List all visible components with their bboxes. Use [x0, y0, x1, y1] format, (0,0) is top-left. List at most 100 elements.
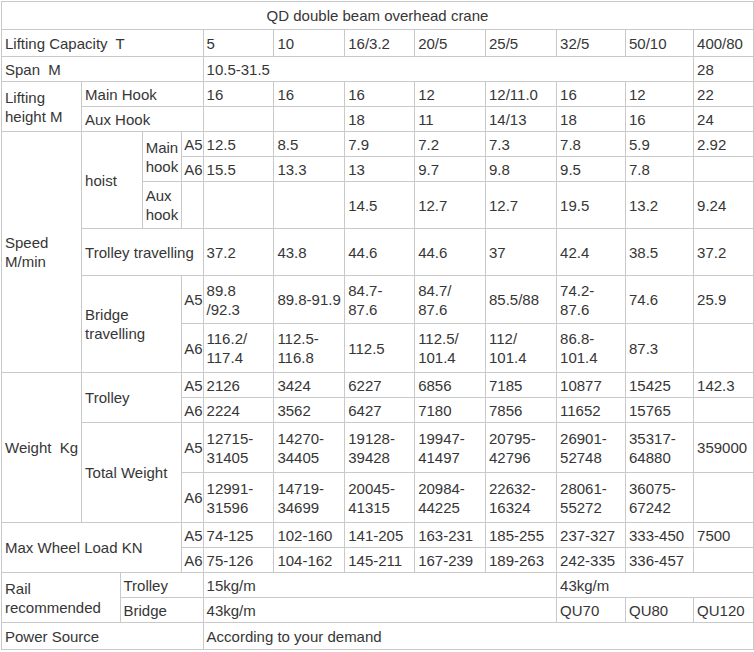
data-cell: 11652	[557, 398, 626, 423]
data-cell: 18	[345, 107, 415, 132]
data-cell: 7.2	[415, 132, 486, 157]
data-cell: 12991- 31596	[203, 473, 274, 523]
row-label-weight: Weight Kg	[2, 373, 82, 523]
grade-cell: A5	[182, 523, 203, 548]
data-cell: 36075- 67242	[626, 473, 694, 523]
data-cell: 13.3	[274, 157, 345, 182]
data-cell: 185-255	[485, 523, 556, 548]
data-cell: 42.4	[557, 229, 626, 276]
data-cell: 25/5	[485, 30, 556, 57]
data-cell: 102-160	[274, 523, 345, 548]
sub-label-main-hook: Main Hook	[82, 82, 203, 107]
data-cell: 112.5	[345, 324, 415, 373]
grade-cell: A5	[182, 373, 203, 398]
grade-cell	[182, 182, 203, 229]
data-cell: 12715- 31405	[203, 423, 274, 473]
data-cell: 28	[694, 57, 754, 82]
sub-label-trolley-travelling: Trolley travelling	[82, 229, 203, 276]
data-cell: QU120	[694, 598, 754, 623]
data-cell: 242-335	[557, 548, 626, 573]
data-cell: 89.8-91.9	[274, 276, 345, 324]
data-cell: 25.9	[694, 276, 754, 324]
data-cell: 74-125	[203, 523, 274, 548]
data-cell: 16	[203, 82, 274, 107]
data-cell	[694, 473, 754, 523]
grade-cell: A6	[182, 157, 203, 182]
grade-cell: A6	[182, 548, 203, 573]
power-source-row: Power Source According to your demand	[2, 623, 754, 650]
data-cell	[274, 182, 345, 229]
data-cell: 22	[694, 82, 754, 107]
data-cell: 14/13	[485, 107, 556, 132]
data-cell: 237-327	[557, 523, 626, 548]
data-cell: 6856	[415, 373, 486, 398]
data-cell	[274, 107, 345, 132]
data-cell: 15kg/m	[203, 573, 557, 598]
data-cell: 14270- 34405	[274, 423, 345, 473]
data-cell: 15765	[626, 398, 694, 423]
sub-label-trolley: Trolley	[82, 373, 182, 423]
data-cell	[694, 324, 754, 373]
data-cell: 16	[557, 82, 626, 107]
row-label-max-wheel-load: Max Wheel Load KN	[2, 523, 182, 573]
data-cell: 9.5	[557, 157, 626, 182]
data-cell: 7.9	[345, 132, 415, 157]
data-cell: 50/10	[626, 30, 694, 57]
data-cell: 22632- 16324	[485, 473, 556, 523]
max-wheel-load-a5-row: Max Wheel Load KN A5 74-125 102-160 141-…	[2, 523, 754, 548]
data-cell: 12.7	[485, 182, 556, 229]
data-cell: 7185	[485, 373, 556, 398]
table-title: QD double beam overhead crane	[2, 2, 754, 30]
data-cell: 20045- 41315	[345, 473, 415, 523]
data-cell: 74.6	[626, 276, 694, 324]
data-cell: 163-231	[415, 523, 486, 548]
lifting-height-aux-row: Aux Hook 18 11 14/13 18 16 24	[2, 107, 754, 132]
data-cell: 15425	[626, 373, 694, 398]
data-cell: 18	[557, 107, 626, 132]
data-cell: 19.5	[557, 182, 626, 229]
data-cell: 14719- 34699	[274, 473, 345, 523]
sub-label-aux-hook: Aux hook	[142, 182, 182, 229]
grade-cell: A6	[182, 398, 203, 423]
data-cell: 75-126	[203, 548, 274, 573]
sub-label-bridge-travelling: Bridge travelling	[82, 276, 182, 373]
data-cell: 12	[415, 82, 486, 107]
grade-cell: A5	[182, 276, 203, 324]
data-cell: 20984- 44225	[415, 473, 486, 523]
data-cell: 6427	[345, 398, 415, 423]
data-cell: 333-450	[626, 523, 694, 548]
data-cell: 84.7-87.6	[345, 276, 415, 324]
data-cell: 12/11.0	[485, 82, 556, 107]
data-cell: 141-205	[345, 523, 415, 548]
data-cell: 5.9	[626, 132, 694, 157]
data-cell: 359000	[694, 423, 754, 473]
speed-bridge-a5-row: Bridge travelling A5 89.8 /92.3 89.8-91.…	[2, 276, 754, 324]
data-cell: 16	[345, 82, 415, 107]
row-label-power-source: Power Source	[2, 623, 204, 650]
data-cell: 84.7/ 87.6	[415, 276, 486, 324]
data-cell: 20795- 42796	[485, 423, 556, 473]
speed-trolley-travelling-row: Trolley travelling 37.2 43.8 44.6 44.6 3…	[2, 229, 754, 276]
row-label-rail-recommended: Rail recommended	[2, 573, 121, 623]
data-cell	[203, 107, 274, 132]
data-cell: 16	[626, 107, 694, 132]
grade-cell: A6	[182, 324, 203, 373]
data-cell: QU80	[626, 598, 694, 623]
data-cell: 10877	[557, 373, 626, 398]
data-cell: 16	[274, 82, 345, 107]
data-cell: 336-457	[626, 548, 694, 573]
data-cell: 9.8	[485, 157, 556, 182]
data-cell: 104-162	[274, 548, 345, 573]
data-cell: 2.92	[694, 132, 754, 157]
data-cell: 37.2	[203, 229, 274, 276]
data-cell: 20/5	[415, 30, 486, 57]
data-cell: 142.3	[694, 373, 754, 398]
data-cell: 35317- 64880	[626, 423, 694, 473]
data-cell: 12.7	[415, 182, 486, 229]
data-cell: 15.5	[203, 157, 274, 182]
data-cell: 112/ 101.4	[485, 324, 556, 373]
data-cell: 12.5	[203, 132, 274, 157]
row-label-lifting-capacity: Lifting Capacity T	[2, 30, 204, 57]
data-cell: 7.8	[557, 132, 626, 157]
sub-label-rail-bridge: Bridge	[120, 598, 203, 623]
